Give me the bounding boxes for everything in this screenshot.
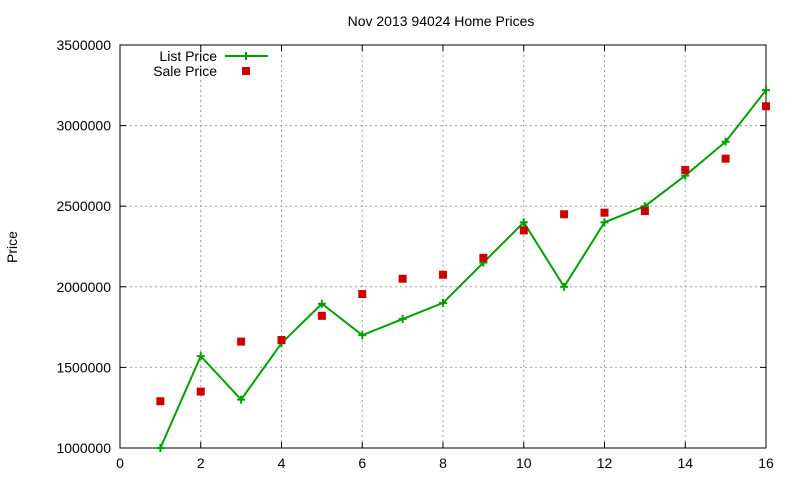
sale-price-point <box>196 387 205 396</box>
list-price-point <box>519 218 528 227</box>
x-tick-label: 8 <box>439 455 447 471</box>
sale-price-point <box>721 154 730 163</box>
y-tick-label: 3500000 <box>56 37 111 53</box>
list-price-line <box>159 89 767 449</box>
list-price-point <box>156 444 165 452</box>
list-price-point <box>398 315 407 324</box>
legend-label-list-price: List Price <box>159 48 217 64</box>
sale-price-point <box>358 290 367 299</box>
list-price-point <box>560 282 569 291</box>
x-tick-label: 4 <box>278 455 286 471</box>
legend-marker-sale-price <box>242 67 250 75</box>
list-price-point <box>721 137 730 146</box>
sale-price-point <box>439 270 447 279</box>
sale-price-point <box>237 337 246 346</box>
x-tick-label: 6 <box>358 455 366 471</box>
legend: List Price Sale Price <box>153 48 268 79</box>
sale-price-point <box>681 165 690 174</box>
list-price-point <box>196 352 205 361</box>
legend-marker-list-price <box>242 52 250 60</box>
list-price-point <box>439 298 447 307</box>
x-tick-label: 14 <box>677 455 693 471</box>
y-tick-label: 1500000 <box>56 359 111 375</box>
list-price-point <box>762 86 770 95</box>
y-tick-label: 3000000 <box>56 118 111 134</box>
y-tick-label: 2500000 <box>56 198 111 214</box>
list-price-point <box>317 299 326 308</box>
sale-price-point <box>762 102 770 111</box>
y-tick-label: 2000000 <box>56 279 111 295</box>
series-layer <box>156 86 770 452</box>
y-axis-label: Price <box>4 231 20 263</box>
list-price-point <box>358 331 367 340</box>
sale-price-point <box>277 335 286 344</box>
list-price-point <box>600 218 609 227</box>
sale-price-point <box>156 397 165 406</box>
x-tick-label: 2 <box>197 455 205 471</box>
sale-price-point <box>560 210 569 219</box>
y-tick-label: 1000000 <box>56 440 111 456</box>
sale-price-point <box>398 274 407 283</box>
chart-title: Nov 2013 94024 Home Prices <box>348 13 535 29</box>
x-tick-label: 0 <box>116 455 124 471</box>
grid <box>120 45 766 448</box>
sale-price-point <box>640 207 649 216</box>
legend-label-sale-price: Sale Price <box>153 63 217 79</box>
x-tick-label: 16 <box>758 455 774 471</box>
sale-price-point <box>317 311 326 320</box>
x-tick-label: 10 <box>516 455 532 471</box>
sale-price-point <box>479 253 488 262</box>
list-price-point <box>237 395 246 404</box>
sale-price-point <box>600 208 609 217</box>
sale-price-point <box>519 226 528 235</box>
x-tick-label: 12 <box>597 455 613 471</box>
ticks: 0 2 4 6 8 10 12 14 16 1000000 1500000 2000000 250000… <box>56 37 774 471</box>
